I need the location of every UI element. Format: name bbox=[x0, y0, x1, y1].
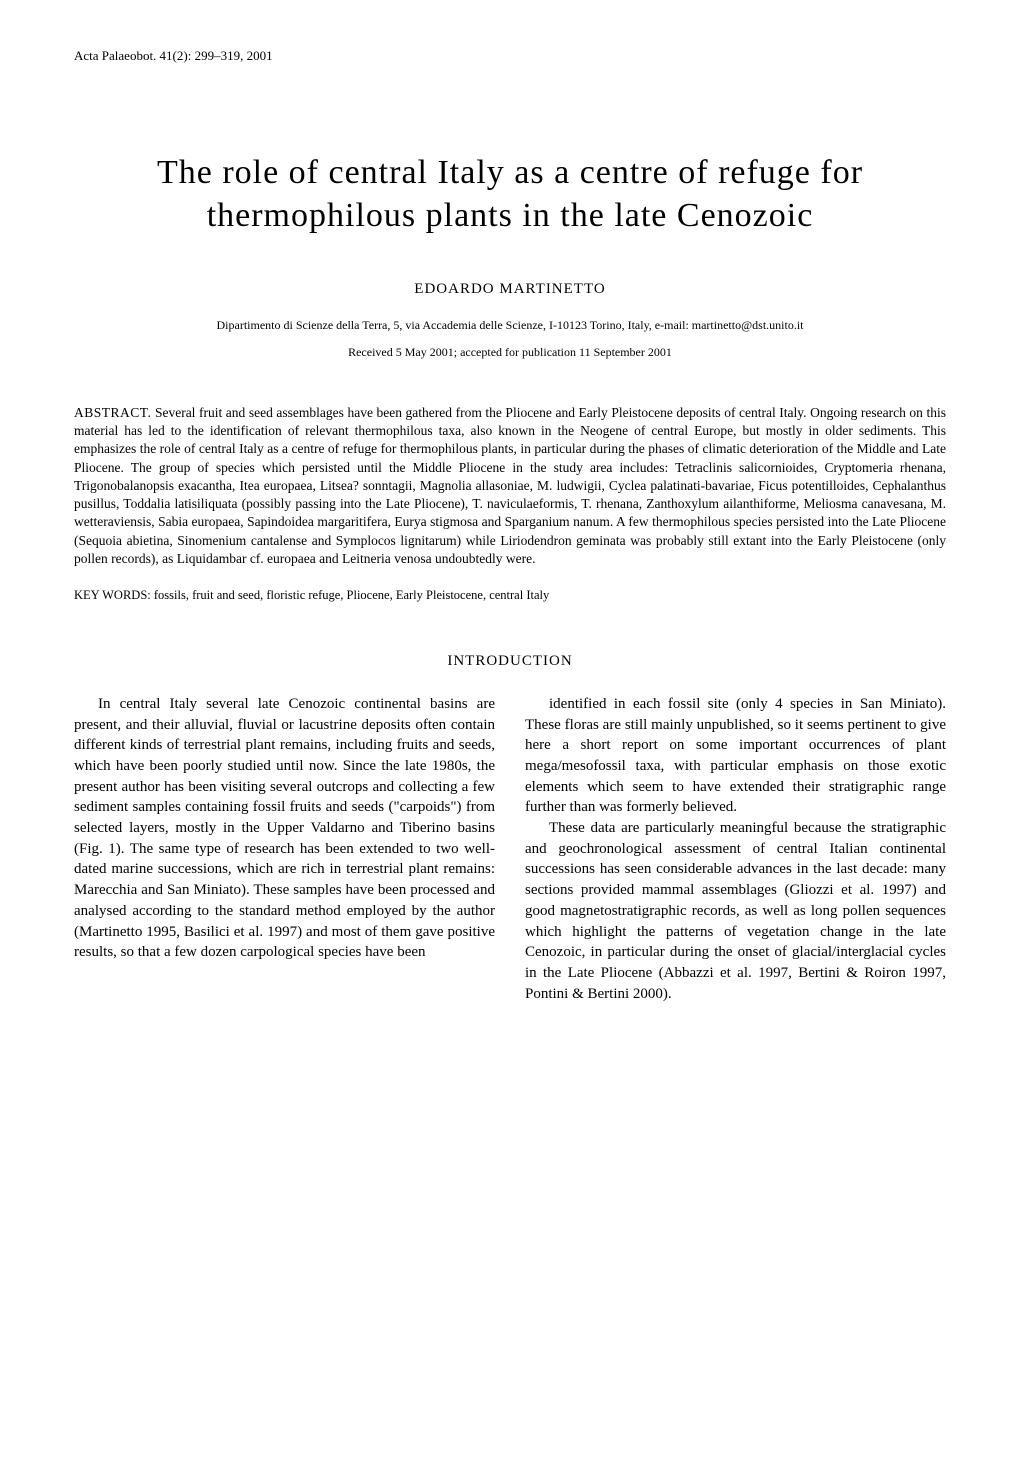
keywords-label: KEY WORDS: bbox=[74, 588, 151, 602]
keywords-text: fossils, fruit and seed, floristic refug… bbox=[151, 588, 549, 602]
paragraph: In central Italy several late Cenozoic c… bbox=[74, 694, 495, 963]
paragraph: These data are particularly meaningful b… bbox=[525, 818, 946, 1004]
body-columns: In central Italy several late Cenozoic c… bbox=[74, 694, 946, 1004]
section-heading-introduction: INTRODUCTION bbox=[74, 653, 946, 670]
abstract-text: Several fruit and seed assemblages have … bbox=[74, 405, 946, 566]
abstract-block: ABSTRACT. Several fruit and seed assembl… bbox=[74, 404, 946, 568]
received-dates: Received 5 May 2001; accepted for public… bbox=[74, 345, 946, 360]
right-column: identified in each fossil site (only 4 s… bbox=[525, 694, 946, 1004]
left-column: In central Italy several late Cenozoic c… bbox=[74, 694, 495, 1004]
journal-header: Acta Palaeobot. 41(2): 299–319, 2001 bbox=[74, 48, 946, 64]
author-name: EDOARDO MARTINETTO bbox=[74, 281, 946, 298]
keywords-block: KEY WORDS: fossils, fruit and seed, flor… bbox=[74, 588, 946, 603]
paragraph: identified in each fossil site (only 4 s… bbox=[525, 694, 946, 818]
paper-title: The role of central Italy as a centre of… bbox=[74, 152, 946, 237]
author-affiliation: Dipartimento di Scienze della Terra, 5, … bbox=[74, 318, 946, 333]
abstract-label: ABSTRACT. bbox=[74, 405, 151, 420]
